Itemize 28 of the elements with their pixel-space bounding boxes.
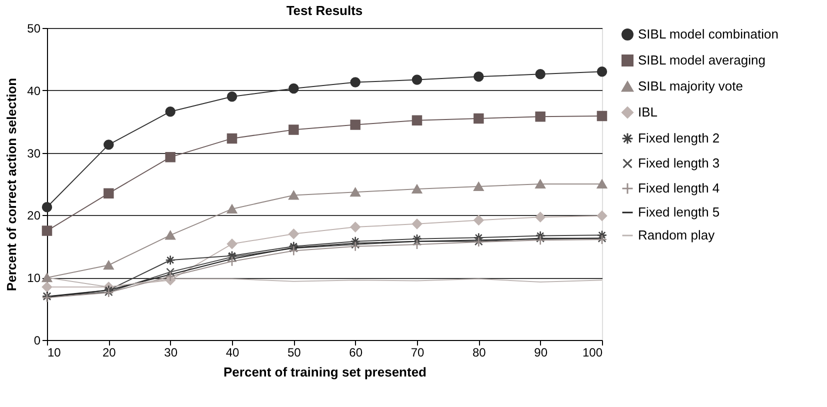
chart-title: Test Results (286, 3, 363, 18)
x-tick-label: 10 (48, 346, 62, 360)
legend-label: SIBL model averaging (638, 52, 766, 68)
x-tick-label: 90 (534, 346, 548, 360)
y-tick-label: 50 (27, 22, 41, 36)
y-tick-label: 20 (27, 208, 41, 223)
legend-label: Fixed length 3 (638, 156, 720, 170)
x-tick-label: 20 (102, 346, 116, 360)
x-tick-label: 80 (472, 346, 486, 360)
y-tick-label: 40 (27, 84, 41, 98)
legend-label: SIBL model combination (638, 26, 778, 42)
y-tick-label: 0 (34, 334, 41, 348)
x-tick-label: 70 (410, 346, 424, 360)
x-tick-label: 40 (226, 346, 240, 360)
y-axis-title: Percent of correct action selection (4, 78, 20, 292)
legend-label: Fixed length 2 (638, 130, 720, 146)
x-tick-label: 100 (582, 346, 603, 360)
x-tick-label: 60 (349, 346, 363, 360)
x-tick-label: 50 (287, 346, 302, 360)
x-tick-label: 30 (164, 346, 178, 360)
y-tick-label: 10 (27, 271, 41, 286)
legend-label: Fixed length 5 (638, 204, 720, 220)
legend-label: Random play (638, 228, 716, 242)
legend-label: IBL (638, 104, 658, 120)
legend-label: Fixed length 4 (638, 180, 720, 196)
legend-label: SIBL majority vote (638, 78, 744, 94)
y-tick-label: 30 (27, 146, 41, 160)
x-axis-title: Percent of training set presented (224, 364, 427, 380)
